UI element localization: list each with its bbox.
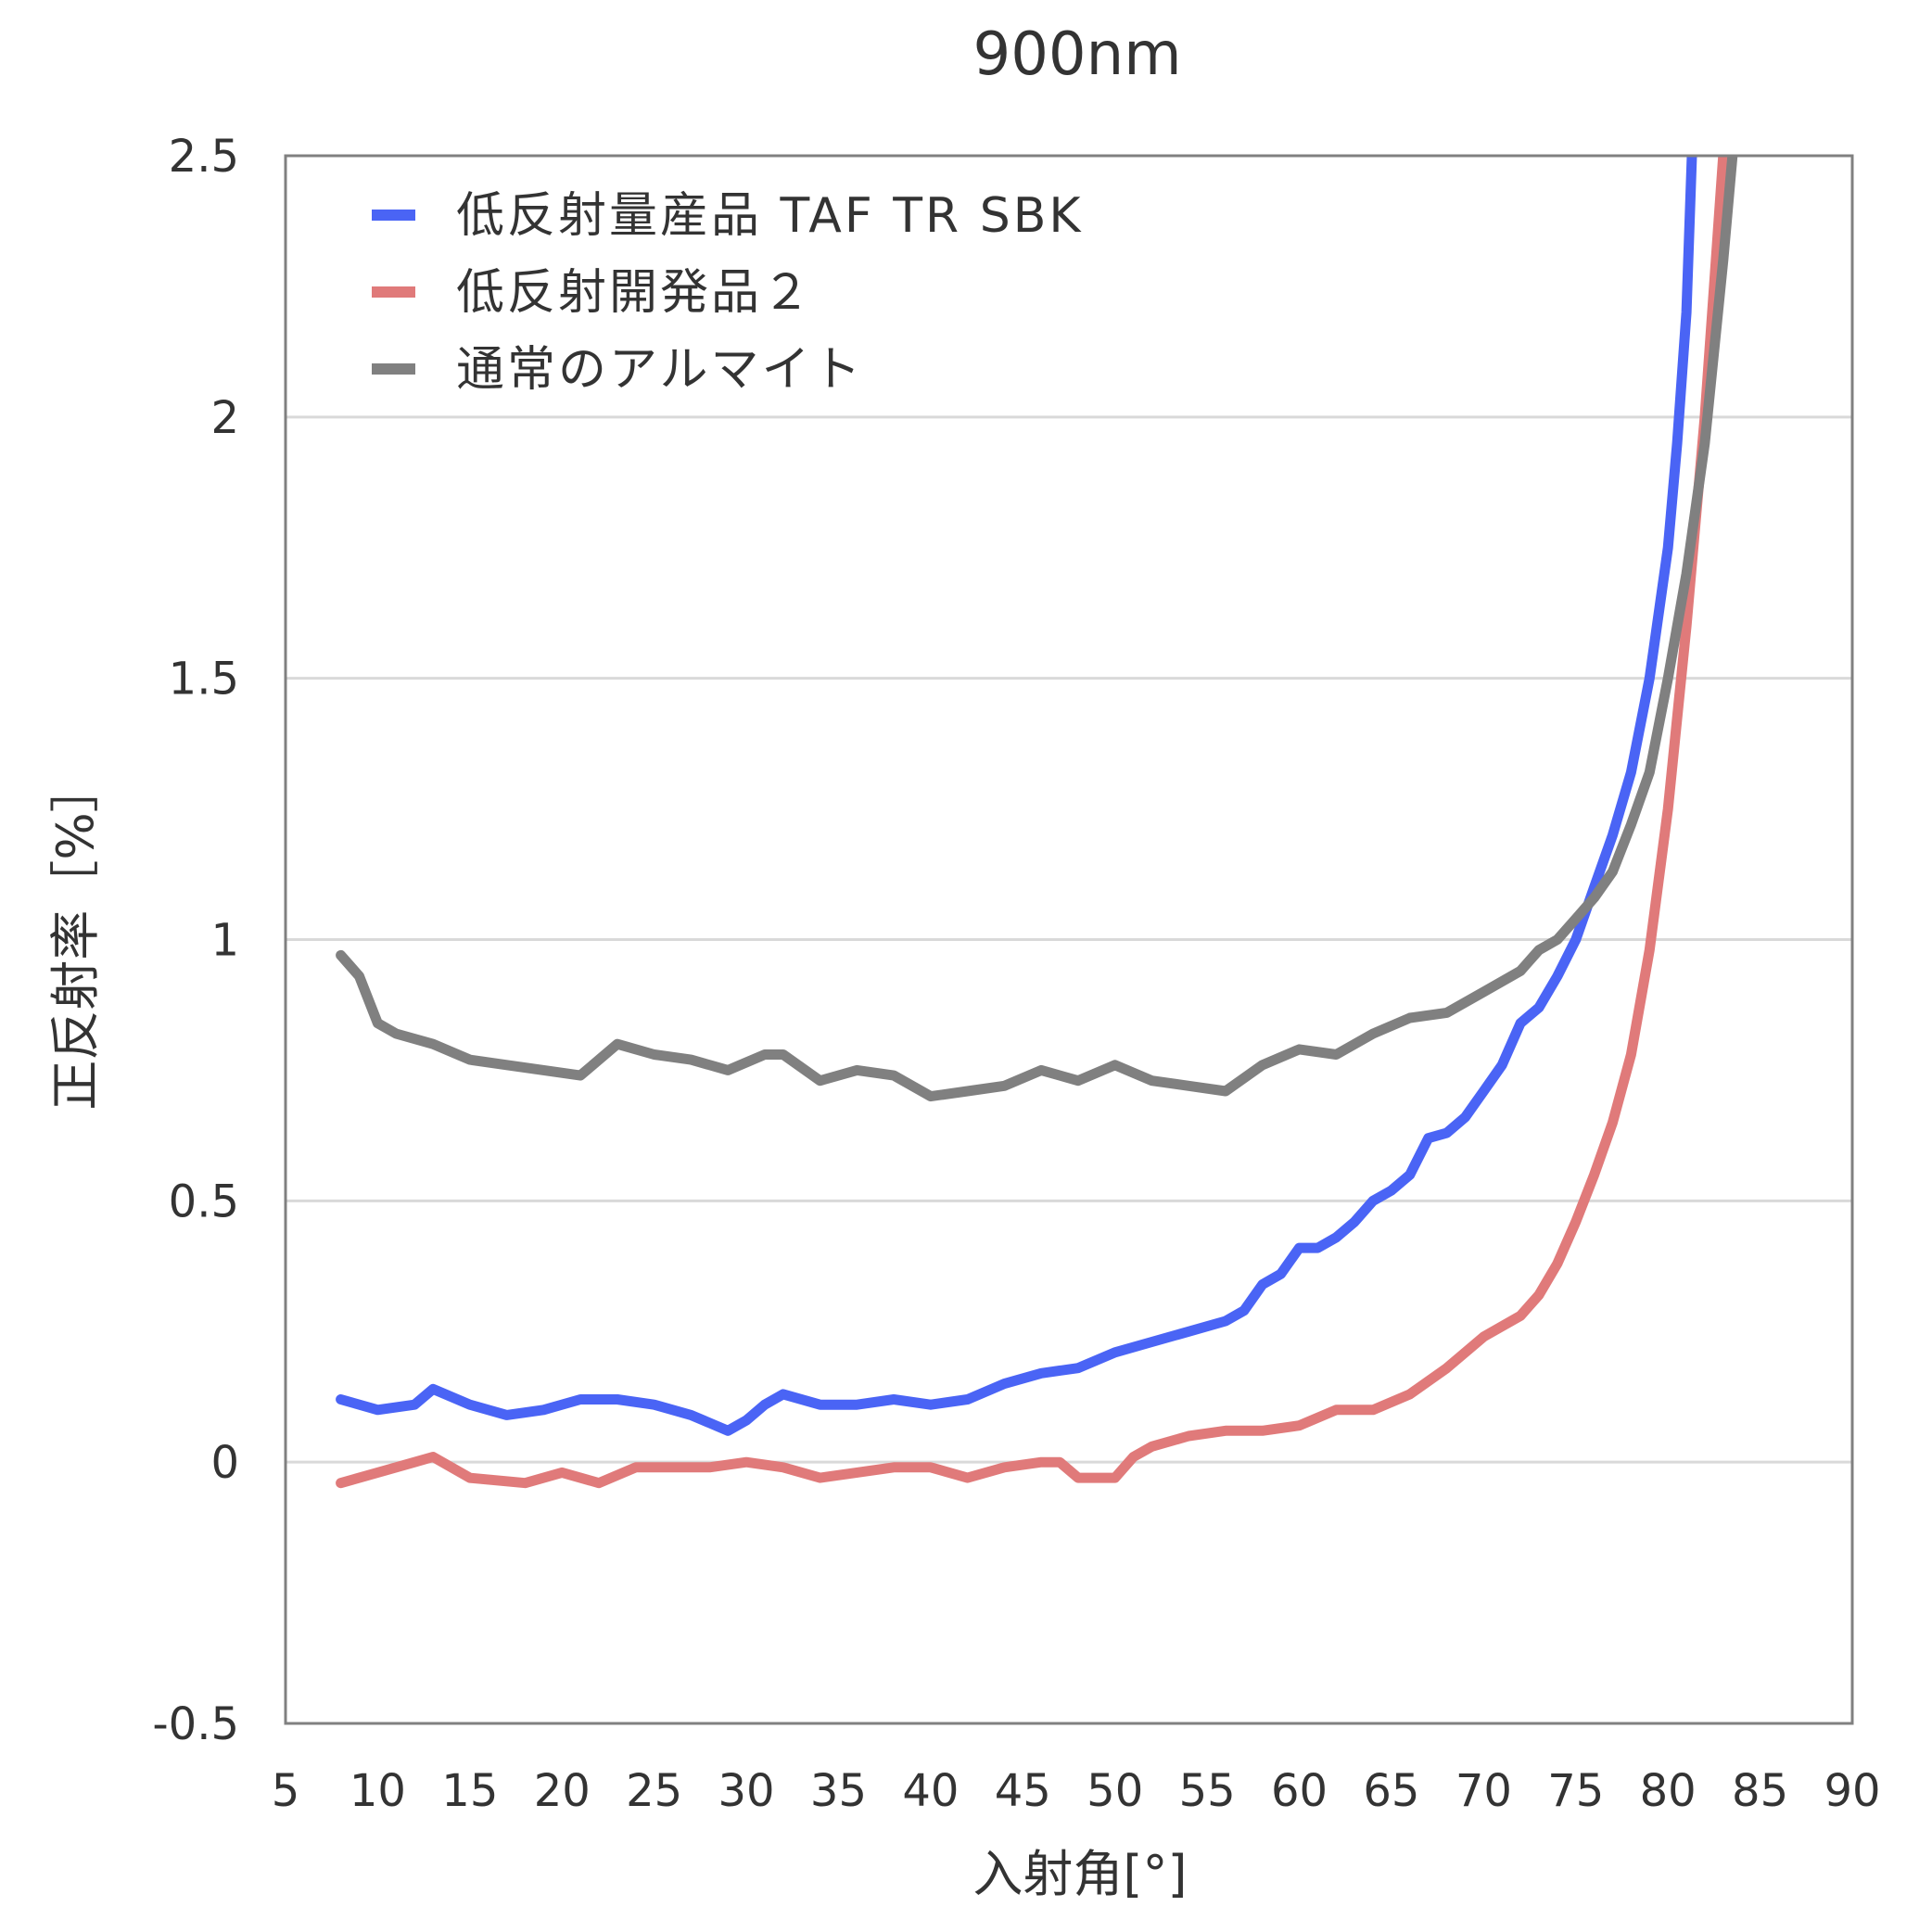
- x-tick-label: 5: [272, 1765, 300, 1817]
- y-tick-label: 0.5: [169, 1176, 239, 1227]
- x-axis-label: 入射角[°]: [972, 1845, 1187, 1903]
- legend-label: 通常のアルマイト: [456, 342, 863, 398]
- x-tick-label: 15: [441, 1765, 498, 1817]
- x-tick-label: 75: [1547, 1765, 1604, 1817]
- chart-title: 900nm: [972, 20, 1181, 89]
- x-tick-label: 40: [902, 1765, 959, 1817]
- y-tick-label: 0: [210, 1437, 239, 1489]
- series-line-3: [336, 156, 1738, 1102]
- y-tick-label: 1.5: [169, 654, 239, 705]
- gridlines: [286, 415, 1852, 1464]
- x-tick-label: 45: [995, 1765, 1051, 1817]
- y-tick-label: 2.5: [169, 131, 239, 183]
- y-axis-ticks: -0.5 0 0.5 1 1.5 2 2.5: [152, 131, 239, 1750]
- legend-label: 低反射開発品２: [456, 265, 813, 321]
- x-axis-ticks: 5 10 15 20 25 30 35 40 45 50 55 60 65 70 75 80 85 90: [272, 1765, 1881, 1817]
- x-tick-label: 65: [1363, 1765, 1419, 1817]
- y-tick-label: 1: [210, 915, 239, 967]
- x-tick-label: 80: [1640, 1765, 1697, 1817]
- x-tick-label: 30: [718, 1765, 775, 1817]
- legend: 低反射量産品 TAF TR SBK 低反射開発品２ 通常のアルマイト: [372, 188, 1083, 398]
- legend-label: 低反射量産品 TAF TR SBK: [456, 188, 1083, 244]
- x-tick-label: 60: [1271, 1765, 1328, 1817]
- x-tick-label: 90: [1824, 1765, 1880, 1817]
- series-line-2: [336, 156, 1729, 1489]
- x-tick-label: 55: [1179, 1765, 1236, 1817]
- x-tick-label: 70: [1455, 1765, 1512, 1817]
- x-tick-label: 25: [626, 1765, 682, 1817]
- x-tick-label: 35: [810, 1765, 867, 1817]
- y-axis-label: 正反射率［%］: [46, 762, 105, 1110]
- y-tick-label: -0.5: [152, 1698, 239, 1750]
- y-tick-label: 2: [210, 392, 239, 444]
- x-tick-label: 10: [350, 1765, 406, 1817]
- x-tick-label: 20: [534, 1765, 591, 1817]
- x-tick-label: 85: [1732, 1765, 1788, 1817]
- series-line-1: [336, 156, 1697, 1436]
- x-tick-label: 50: [1087, 1765, 1143, 1817]
- plot-frame: [284, 154, 1854, 1725]
- series-lines: [336, 156, 1738, 1489]
